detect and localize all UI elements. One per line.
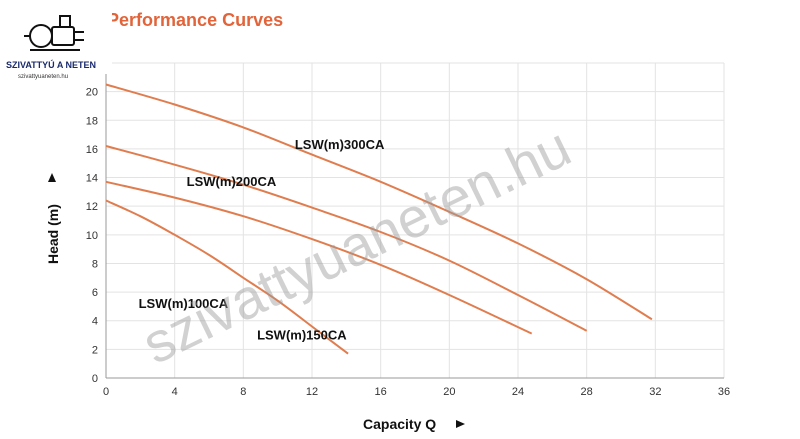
- x-tick-label: 32: [649, 386, 661, 398]
- curve-LSW(m)300CA: [105, 83, 653, 321]
- y-tick-label: 18: [86, 115, 98, 127]
- curve-LSW(m)150CA: [105, 180, 533, 335]
- y-tick-label: 2: [92, 344, 98, 356]
- y-tick-label: 4: [92, 316, 98, 328]
- curve-LSW(m)100CA: [105, 199, 349, 355]
- x-tick-label: 20: [443, 386, 455, 398]
- y-axis-label: Head (m): [45, 204, 61, 264]
- x-tick-label: 24: [512, 386, 524, 398]
- y-tick-label: 14: [86, 173, 98, 185]
- x-tick-label: 36: [718, 386, 730, 398]
- y-tick-label: 0: [92, 373, 98, 385]
- series-label: LSW(m)200CA: [187, 174, 277, 189]
- logo: SZIVATTYÚ A NETEN szivattyuaneten.hu: [0, 8, 112, 80]
- series-labels: LSW(m)300CA LSW(m)200CA LSW(m)150CA LSW(m)1…: [139, 137, 385, 342]
- x-tick-label: 0: [103, 386, 109, 398]
- y-tick-label: 20: [86, 87, 98, 99]
- series-label: LSW(m)150CA: [257, 327, 347, 342]
- series-label: LSW(m)100CA: [139, 296, 229, 311]
- y-axis-arrow-icon: [48, 173, 56, 182]
- pump-icon: [24, 15, 84, 51]
- logo-name: SZIVATTYÚ A NETEN: [6, 59, 96, 70]
- y-tick-label: 12: [86, 201, 98, 213]
- y-tick-label: 6: [92, 287, 98, 299]
- x-axis-label: Capacity Q: [363, 416, 436, 432]
- watermark: szivattyuaneten.hu: [133, 114, 580, 375]
- x-tick-label: 28: [581, 386, 593, 398]
- x-tick-label: 12: [306, 386, 318, 398]
- y-ticks: 0246810121416182022: [86, 58, 98, 385]
- y-tick-label: 10: [86, 230, 98, 242]
- axes: [105, 63, 724, 379]
- logo-url: szivattyuaneten.hu: [18, 74, 68, 80]
- x-tick-label: 16: [375, 386, 387, 398]
- y-tick-label: 16: [86, 144, 98, 156]
- x-axis-arrow-icon: [456, 420, 465, 428]
- x-ticks: 0 4 8 12 16 20 24 28 32 36: [103, 386, 730, 398]
- curves: [105, 83, 653, 355]
- series-label: LSW(m)300CA: [295, 137, 385, 152]
- x-tick-label: 4: [172, 386, 178, 398]
- x-tick-label: 8: [240, 386, 246, 398]
- curve-LSW(m)200CA: [105, 145, 588, 332]
- y-tick-label: 8: [92, 258, 98, 270]
